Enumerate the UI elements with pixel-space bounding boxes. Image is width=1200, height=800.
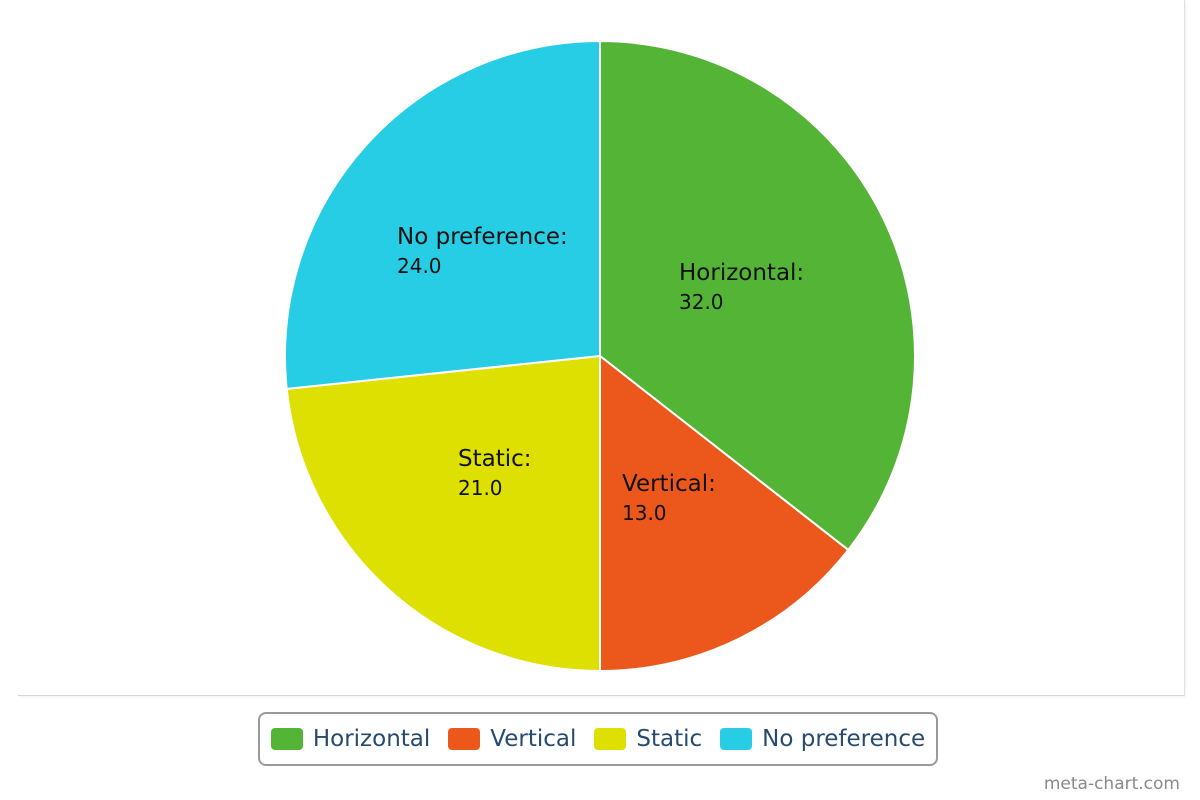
data-label-name: Horizontal: <box>679 260 805 286</box>
data-label-value: 21.0 <box>458 476 503 500</box>
data-label-value: 32.0 <box>679 290 724 314</box>
data-label-name: Vertical: <box>622 471 716 497</box>
legend-swatch <box>594 728 627 750</box>
legend-item-horizontal[interactable]: Horizontal <box>270 726 431 752</box>
legend-item-vertical[interactable]: Vertical <box>448 726 576 752</box>
pie-slice-horizontal[interactable] <box>599 40 916 551</box>
legend-label: No preference <box>762 726 926 752</box>
data-label-value: 13.0 <box>622 501 667 525</box>
pie-slice-vertical[interactable] <box>599 355 850 672</box>
pie-slice-static[interactable] <box>285 355 601 672</box>
data-label-name: Static: <box>458 446 532 472</box>
legend-swatch <box>448 728 481 750</box>
legend: Horizontal Vertical Static No preference <box>258 712 938 766</box>
legend-label: Static <box>636 726 703 752</box>
legend-swatch <box>270 728 303 750</box>
legend-swatch <box>720 728 753 750</box>
legend-label: Horizontal <box>312 726 431 752</box>
data-label-no-preference: No preference: 24.0 <box>397 224 568 278</box>
legend-item-static[interactable]: Static <box>594 726 702 752</box>
plot-area <box>18 0 1185 696</box>
data-label-vertical: Vertical: 13.0 <box>622 471 716 525</box>
credit-text[interactable]: meta-chart.com <box>1043 774 1180 794</box>
data-label-value: 24.0 <box>397 254 442 278</box>
data-label-horizontal: Horizontal: 32.0 <box>679 260 805 314</box>
pie-chart <box>284 40 916 672</box>
data-label-static: Static: 21.0 <box>458 446 532 500</box>
pie-slice-no-preference[interactable] <box>284 40 601 390</box>
data-label-name: No preference: <box>397 224 568 250</box>
legend-item-no-preference[interactable]: No preference <box>720 726 925 752</box>
legend-label: Vertical <box>490 726 577 752</box>
